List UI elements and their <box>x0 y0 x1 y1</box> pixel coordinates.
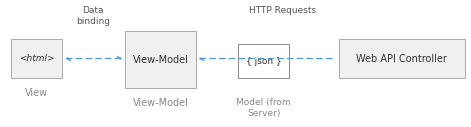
Text: View-Model: View-Model <box>133 55 188 65</box>
Text: { json }: { json } <box>246 57 282 66</box>
Text: Data
binding: Data binding <box>76 6 110 26</box>
Text: Web API Controller: Web API Controller <box>356 54 447 64</box>
FancyBboxPatch shape <box>125 31 196 88</box>
Text: HTTP Requests: HTTP Requests <box>249 6 316 15</box>
FancyBboxPatch shape <box>339 39 465 78</box>
FancyBboxPatch shape <box>11 39 62 78</box>
Text: View-Model: View-Model <box>133 98 188 108</box>
FancyBboxPatch shape <box>238 44 289 78</box>
Text: View: View <box>25 88 48 98</box>
Text: Model (from
Server): Model (from Server) <box>236 98 291 118</box>
Text: <html>: <html> <box>19 54 54 63</box>
